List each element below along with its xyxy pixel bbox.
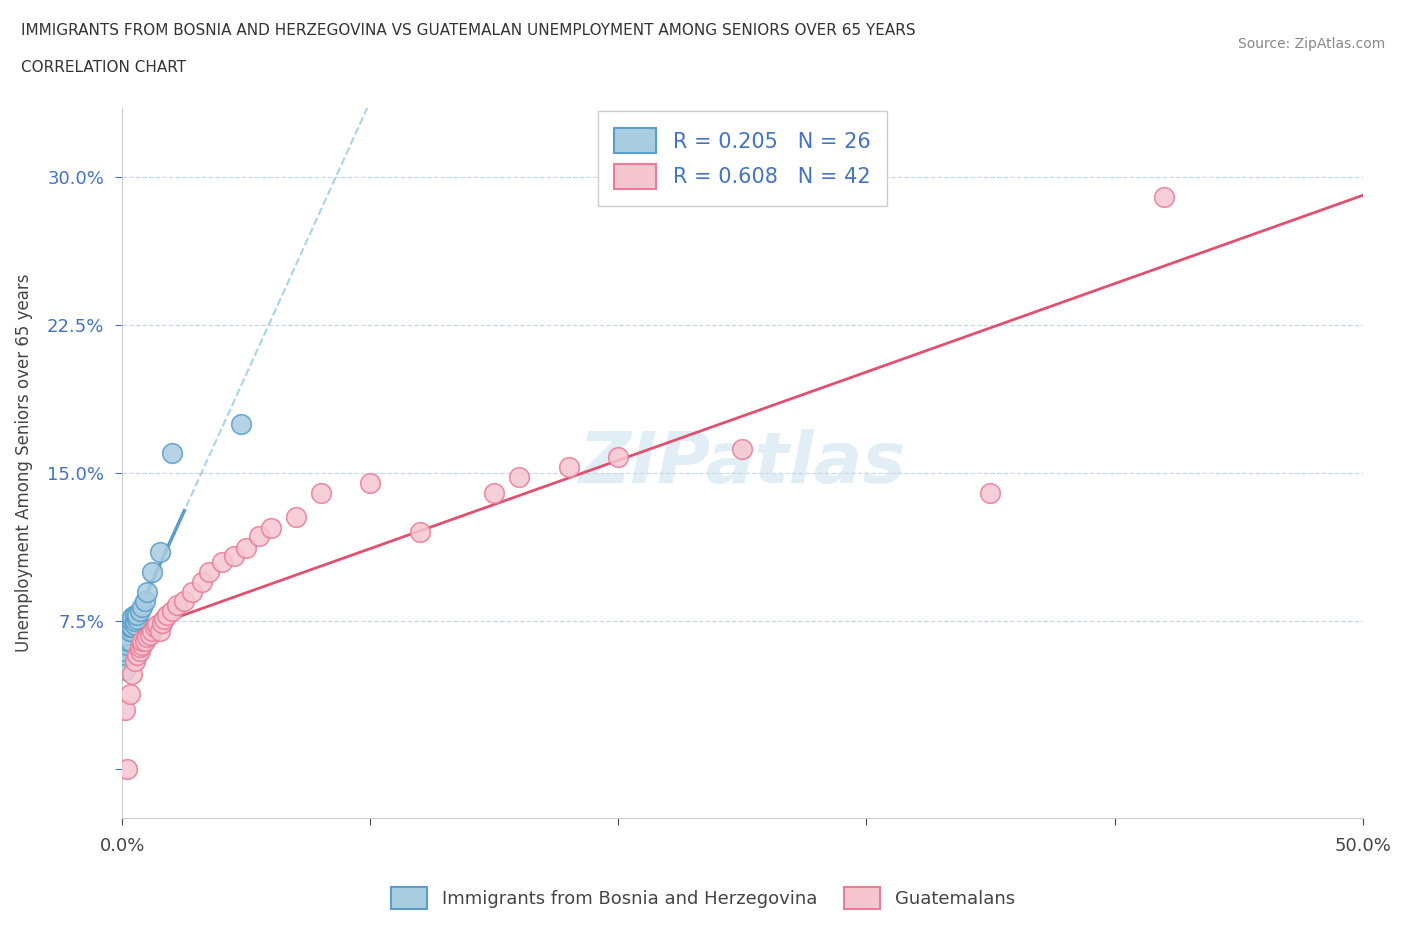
Point <box>160 446 183 461</box>
Point <box>731 442 754 457</box>
Point <box>143 619 166 634</box>
Point <box>118 686 141 701</box>
Point <box>211 554 233 569</box>
Point <box>117 762 139 777</box>
Point <box>131 633 153 648</box>
Point <box>173 594 195 609</box>
Point <box>235 540 257 555</box>
Point <box>114 702 136 717</box>
Point <box>117 637 139 652</box>
Point <box>309 485 332 500</box>
Point <box>508 470 530 485</box>
Point <box>138 628 160 643</box>
Point <box>148 623 170 638</box>
Point <box>128 644 150 658</box>
Point <box>153 612 176 627</box>
Point <box>409 525 432 539</box>
Text: ZIPatlas: ZIPatlas <box>579 429 905 498</box>
Point <box>222 549 245 564</box>
Point <box>607 450 630 465</box>
Point <box>124 614 146 629</box>
Point <box>121 619 143 634</box>
Point <box>134 594 156 609</box>
Point <box>148 545 170 560</box>
Point <box>359 475 381 490</box>
Point <box>150 616 173 631</box>
Point <box>114 644 136 658</box>
Point <box>198 565 221 579</box>
Y-axis label: Unemployment Among Seniors over 65 years: Unemployment Among Seniors over 65 years <box>15 274 32 653</box>
Point <box>484 485 506 500</box>
Point <box>118 618 141 632</box>
Point <box>247 529 270 544</box>
Point <box>117 633 139 648</box>
Point <box>127 608 149 623</box>
Point <box>121 667 143 682</box>
Point <box>131 600 153 615</box>
Point <box>156 608 179 623</box>
Point <box>124 653 146 668</box>
Point <box>190 574 212 589</box>
Point <box>118 623 141 638</box>
Point <box>166 598 188 613</box>
Point <box>124 618 146 632</box>
Text: IMMIGRANTS FROM BOSNIA AND HERZEGOVINA VS GUATEMALAN UNEMPLOYMENT AMONG SENIORS : IMMIGRANTS FROM BOSNIA AND HERZEGOVINA V… <box>21 23 915 38</box>
Point <box>128 604 150 618</box>
Legend: Immigrants from Bosnia and Herzegovina, Guatemalans: Immigrants from Bosnia and Herzegovina, … <box>384 880 1022 916</box>
Point <box>284 509 307 524</box>
Point <box>231 417 253 432</box>
Point <box>114 647 136 662</box>
Point <box>134 633 156 648</box>
Point <box>979 485 1001 500</box>
Point <box>117 628 139 643</box>
Point <box>558 459 581 474</box>
Point <box>260 521 283 536</box>
Point <box>118 619 141 634</box>
Point <box>127 647 149 662</box>
Point <box>114 663 136 678</box>
Point <box>121 614 143 629</box>
Text: Source: ZipAtlas.com: Source: ZipAtlas.com <box>1237 37 1385 51</box>
Point <box>128 639 150 654</box>
Legend: R = 0.205   N = 26, R = 0.608   N = 42: R = 0.205 N = 26, R = 0.608 N = 42 <box>598 112 887 206</box>
Point <box>180 584 202 599</box>
Point <box>160 604 183 618</box>
Text: CORRELATION CHART: CORRELATION CHART <box>21 60 186 75</box>
Point <box>127 612 149 627</box>
Point <box>146 618 169 632</box>
Point <box>118 633 141 648</box>
Point <box>1153 190 1175 205</box>
Point <box>131 637 153 652</box>
Point <box>136 630 159 644</box>
Point <box>141 623 163 638</box>
Point <box>121 610 143 625</box>
Point <box>136 584 159 599</box>
Point <box>124 608 146 623</box>
Point <box>141 565 163 579</box>
